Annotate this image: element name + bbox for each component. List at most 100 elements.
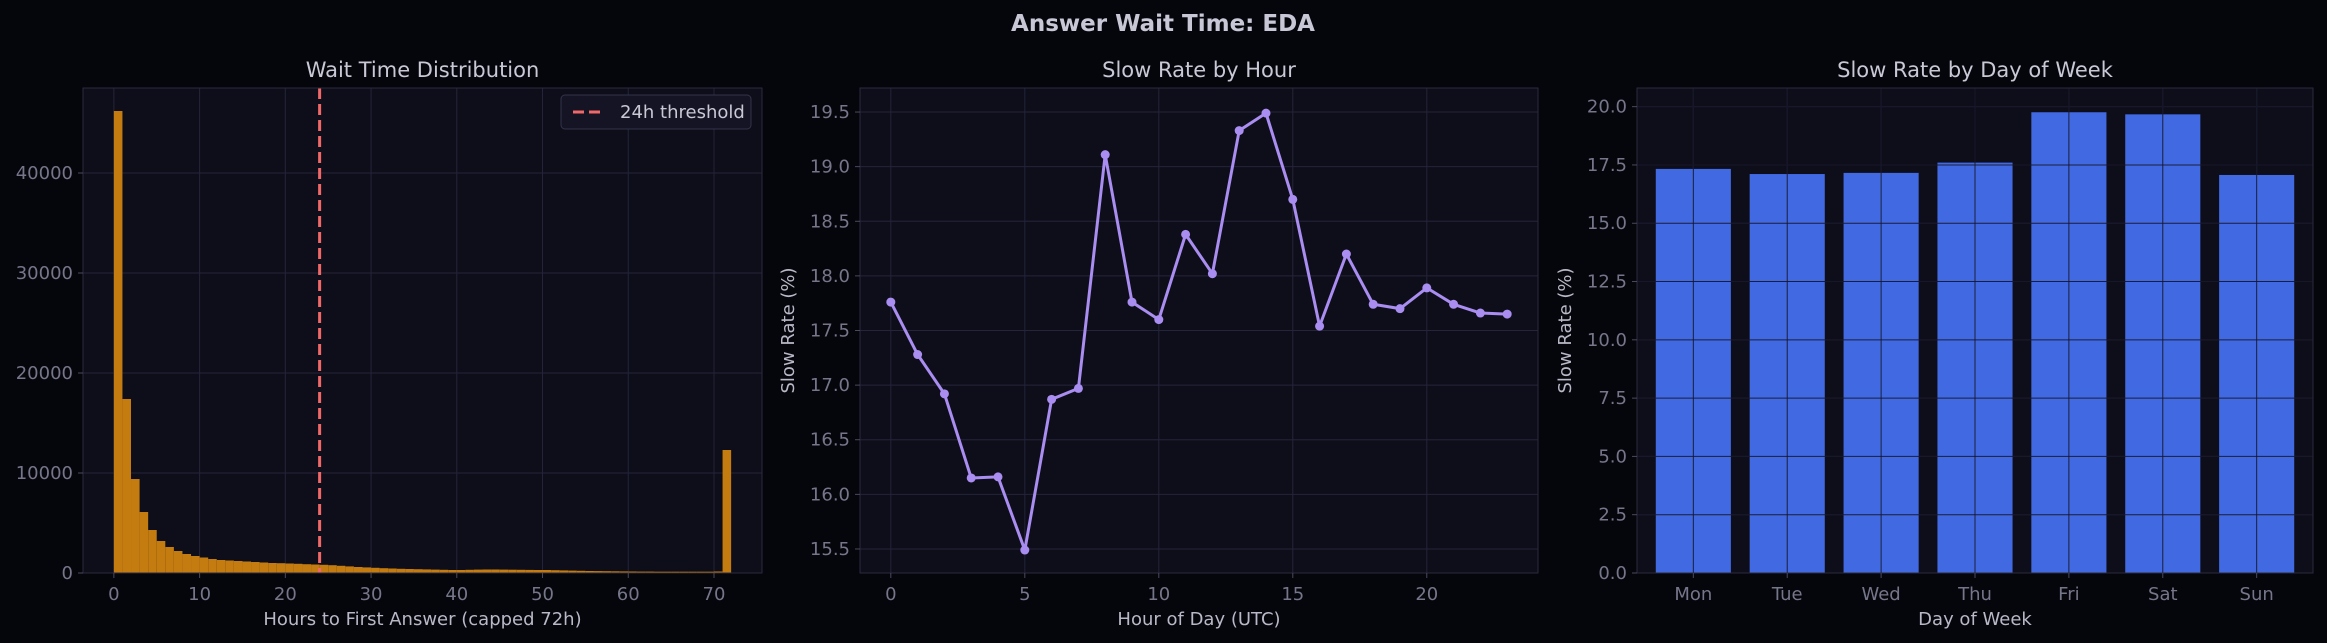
data-point — [1127, 297, 1137, 307]
y-tick-label: 16.0 — [810, 484, 850, 505]
y-tick-label: 2.5 — [1598, 505, 1627, 526]
x-tick-label: 0 — [108, 584, 119, 605]
data-point — [1395, 304, 1405, 314]
histogram-bar — [259, 562, 269, 573]
x-tick-label: 60 — [617, 584, 640, 605]
histogram-bar — [139, 512, 149, 573]
histogram-bar — [525, 569, 534, 573]
histogram-bar — [688, 571, 697, 573]
y-tick-label: 17.5 — [1587, 155, 1627, 176]
histogram-bar — [491, 569, 500, 573]
data-point — [1073, 383, 1083, 393]
data-point — [1100, 150, 1110, 160]
y-tick-label: 12.5 — [1587, 272, 1627, 293]
data-point — [913, 350, 923, 360]
slow-rate-by-hour-panel: 15.5 16.0 16.5 17.0 17.5 18.0 18.5 19.0 19.5 0 5 10… — [778, 58, 1539, 630]
histogram-bar — [362, 567, 372, 573]
histogram-bar — [611, 571, 620, 573]
y-tick-label: 18.5 — [810, 211, 850, 232]
x-axis-label: Hour of Day (UTC) — [1117, 609, 1280, 630]
y-tick-label: 5.0 — [1598, 446, 1627, 467]
histogram-bar — [199, 557, 209, 573]
y-tick-label: 20.0 — [1587, 97, 1627, 118]
histogram-bar — [165, 547, 174, 573]
histogram-bar — [242, 561, 252, 573]
histogram-bar — [533, 570, 543, 573]
y-tick-label: 0 — [62, 563, 73, 584]
data-point — [1288, 194, 1298, 204]
y-tick-label: 16.5 — [810, 430, 850, 451]
histogram-bar — [113, 111, 123, 573]
x-tick-label: 30 — [360, 584, 383, 605]
histogram-bar — [508, 569, 517, 573]
y-tick-label: 30000 — [16, 263, 73, 284]
wait-time-histogram-panel: 24h threshold 0 10000 20000 30000 40000 0 10 20 3… — [16, 58, 763, 630]
legend: 24h threshold — [560, 94, 752, 130]
data-point — [1341, 249, 1351, 259]
histogram-bar — [405, 569, 414, 573]
data-point — [1261, 108, 1271, 118]
y-tick-label: 19.0 — [810, 157, 850, 178]
x-tick-label: 15 — [1281, 584, 1304, 605]
histogram-bar — [208, 559, 217, 573]
x-tick-label: 5 — [1019, 584, 1030, 605]
data-point — [1475, 308, 1485, 318]
x-tick-label: Sat — [2148, 584, 2178, 605]
data-point — [966, 473, 976, 483]
x-tick-label: Tue — [1771, 584, 1803, 605]
histogram-bar — [713, 571, 723, 573]
data-point — [1181, 229, 1191, 239]
histogram-bar — [319, 564, 329, 573]
histogram-bar — [345, 566, 354, 573]
histogram-bar — [285, 563, 294, 573]
histogram-bar — [251, 562, 260, 573]
histogram-bar — [182, 554, 192, 573]
y-tick-label: 7.5 — [1598, 388, 1627, 409]
histogram-bar — [388, 568, 397, 573]
histogram-bar — [465, 569, 474, 573]
histogram-bar — [636, 571, 646, 573]
data-point — [1315, 321, 1325, 331]
histogram-bar — [542, 570, 552, 573]
histogram-bar — [276, 563, 286, 573]
y-axis-label: Slow Rate (%) — [1555, 267, 1576, 393]
y-tick-label: 17.0 — [810, 375, 850, 396]
histogram-bar — [593, 571, 603, 573]
data-point — [1449, 299, 1459, 309]
histogram-bar — [302, 564, 312, 573]
x-tick-label: Thu — [1957, 584, 1992, 605]
x-tick-label: 20 — [1415, 584, 1438, 605]
histogram-bar — [156, 541, 166, 573]
histogram-bar — [122, 399, 132, 573]
data-point — [1047, 394, 1057, 404]
y-tick-label: 0.0 — [1598, 563, 1627, 584]
figure-title: Answer Wait Time: EDA — [1011, 11, 1315, 37]
chart-title: Slow Rate by Hour — [1102, 58, 1296, 82]
histogram-bar — [448, 570, 457, 573]
axes-frame — [82, 87, 763, 574]
histogram-bar — [293, 563, 303, 573]
histogram-bar — [148, 530, 157, 573]
x-tick-label: 10 — [188, 584, 211, 605]
data-point — [1234, 126, 1244, 136]
y-tick-label: 40000 — [16, 163, 73, 184]
x-tick-label: Mon — [1674, 584, 1712, 605]
x-axis-label: Hours to First Answer (capped 72h) — [263, 609, 581, 630]
histogram-bar — [645, 571, 654, 573]
x-tick-label: 50 — [531, 584, 554, 605]
histogram-bar — [173, 551, 183, 573]
histogram-bar — [336, 565, 346, 573]
legend-label: 24h threshold — [620, 102, 745, 123]
histogram-bar — [456, 570, 466, 573]
histogram-bar — [696, 571, 706, 573]
histogram-bar — [499, 569, 509, 573]
y-tick-label: 10000 — [16, 463, 73, 484]
x-tick-label: 70 — [703, 584, 726, 605]
histogram-bar — [413, 569, 423, 573]
histogram-bar — [225, 560, 234, 573]
histogram-bar — [268, 563, 277, 573]
plot-area — [82, 87, 763, 574]
histogram-bar — [191, 556, 200, 573]
data-point — [1020, 545, 1030, 555]
